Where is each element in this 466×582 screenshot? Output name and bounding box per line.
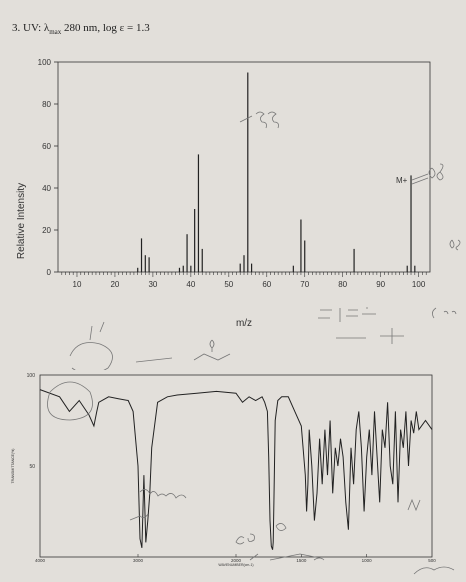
ir-x-tick-label: 1000 [362,558,373,563]
ms-x-tick-label: 100 [412,280,426,289]
uv-subscript: max [49,28,62,37]
ms-y-tick-label: 80 [42,100,51,109]
handwritten-notes-ir [47,381,455,575]
uv-values: 280 nm, log ε = 1.3 [64,22,150,34]
ir-y-tick-label: 100 [27,373,36,379]
ir-x-axis-label: WAVENUMBER(cm-1) [218,563,253,567]
ms-y-tick-label: 100 [38,58,52,67]
ir-x-tick-label: 500 [428,558,436,563]
ir-spectrum: 100 50 4000 3000 2000 1500 1000 500 TRANSMITTA… [11,373,455,575]
ir-x-tick-label: 1500 [296,558,307,563]
ir-x-tick-label: 3000 [133,558,144,563]
ms-x-tick-label: 10 [73,280,82,289]
ms-x-tick-label: 90 [376,280,385,289]
ir-y-tick-label: 50 [29,464,35,470]
ms-y-tick-label: 0 [47,268,52,277]
ms-x-tick-label: 70 [300,280,309,289]
ms-frame [57,61,431,273]
ms-x-axis-label: m/z [236,318,252,329]
question-number: 3. [12,22,21,34]
ms-x-tick-label: 40 [186,280,195,289]
ir-y-axis-label: TRANSMITTANCE(%) [11,449,15,484]
ms-y-tick-label: 20 [42,226,51,235]
ms-x-tick-label: 50 [224,280,233,289]
uv-question: 3. UV: λmax 280 nm, log ε = 1.3 [12,22,150,36]
ms-x-tick-label: 60 [262,280,271,289]
ms-y-tick-label: 40 [42,184,51,193]
ms-x-tick-label: 80 [338,280,347,289]
mass-spectrum: 0 20 40 60 80 100 10 20 30 40 50 60 70 80 90 100 Relat… [16,58,461,370]
ir-x-tick-label: 2000 [231,558,242,563]
ir-x-tick-label: 4000 [35,558,46,563]
ms-x-tick-label: 20 [110,280,119,289]
handwritten-notes-ms [69,111,461,370]
ms-x-tick-label: 30 [148,280,157,289]
ir-trace [39,389,433,550]
ms-y-axis-label: Relative Intensity [16,183,27,259]
ms-y-tick-label: 60 [42,142,51,151]
uv-label: UV: λ [23,22,50,34]
molecular-ion-label: M+ [396,176,408,185]
